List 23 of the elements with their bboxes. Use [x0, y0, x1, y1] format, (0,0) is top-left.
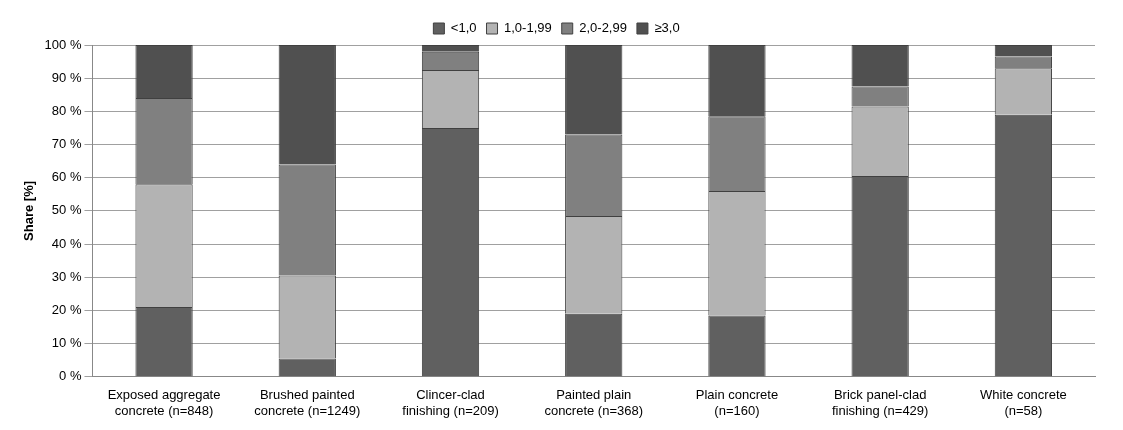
y-tick-label: 80 %	[51, 102, 82, 118]
y-tick-label: 90 %	[51, 69, 82, 85]
x-tick-label: Clincer-clad finishing (n=209)	[402, 387, 499, 418]
legend-label: 1,0-1,99	[504, 20, 552, 36]
x-tick-label: White concrete (n=58)	[980, 387, 1067, 418]
x-tick-label: Painted plain concrete (n=368)	[544, 387, 644, 418]
legend-label: <1,0	[450, 20, 477, 36]
x-tick-label: Brushed painted concrete (n=1249)	[254, 387, 361, 418]
y-tick-label: 100 %	[44, 36, 82, 52]
x-tick-label: Plain concrete (n=160)	[695, 387, 779, 418]
y-tick-label: 0 %	[59, 368, 82, 384]
y-tick-label: 40 %	[51, 235, 82, 251]
y-tick-label: 60 %	[51, 169, 82, 185]
y-tick-label: 30 %	[51, 268, 82, 284]
y-tick-label: 70 %	[51, 136, 82, 152]
y-axis-title: Share [%]	[21, 180, 37, 241]
x-tick-label: Brick panel-clad finishing (n=429)	[831, 387, 929, 418]
y-tick-label: 50 %	[51, 202, 82, 218]
legend-label: 2,0-2,99	[579, 20, 627, 36]
y-tick-label: 10 %	[51, 335, 82, 351]
x-tick-label: Exposed aggregate concrete (n=848)	[107, 387, 221, 418]
legend-label: ≥3,0	[654, 20, 680, 36]
y-tick-label: 20 %	[51, 302, 82, 318]
